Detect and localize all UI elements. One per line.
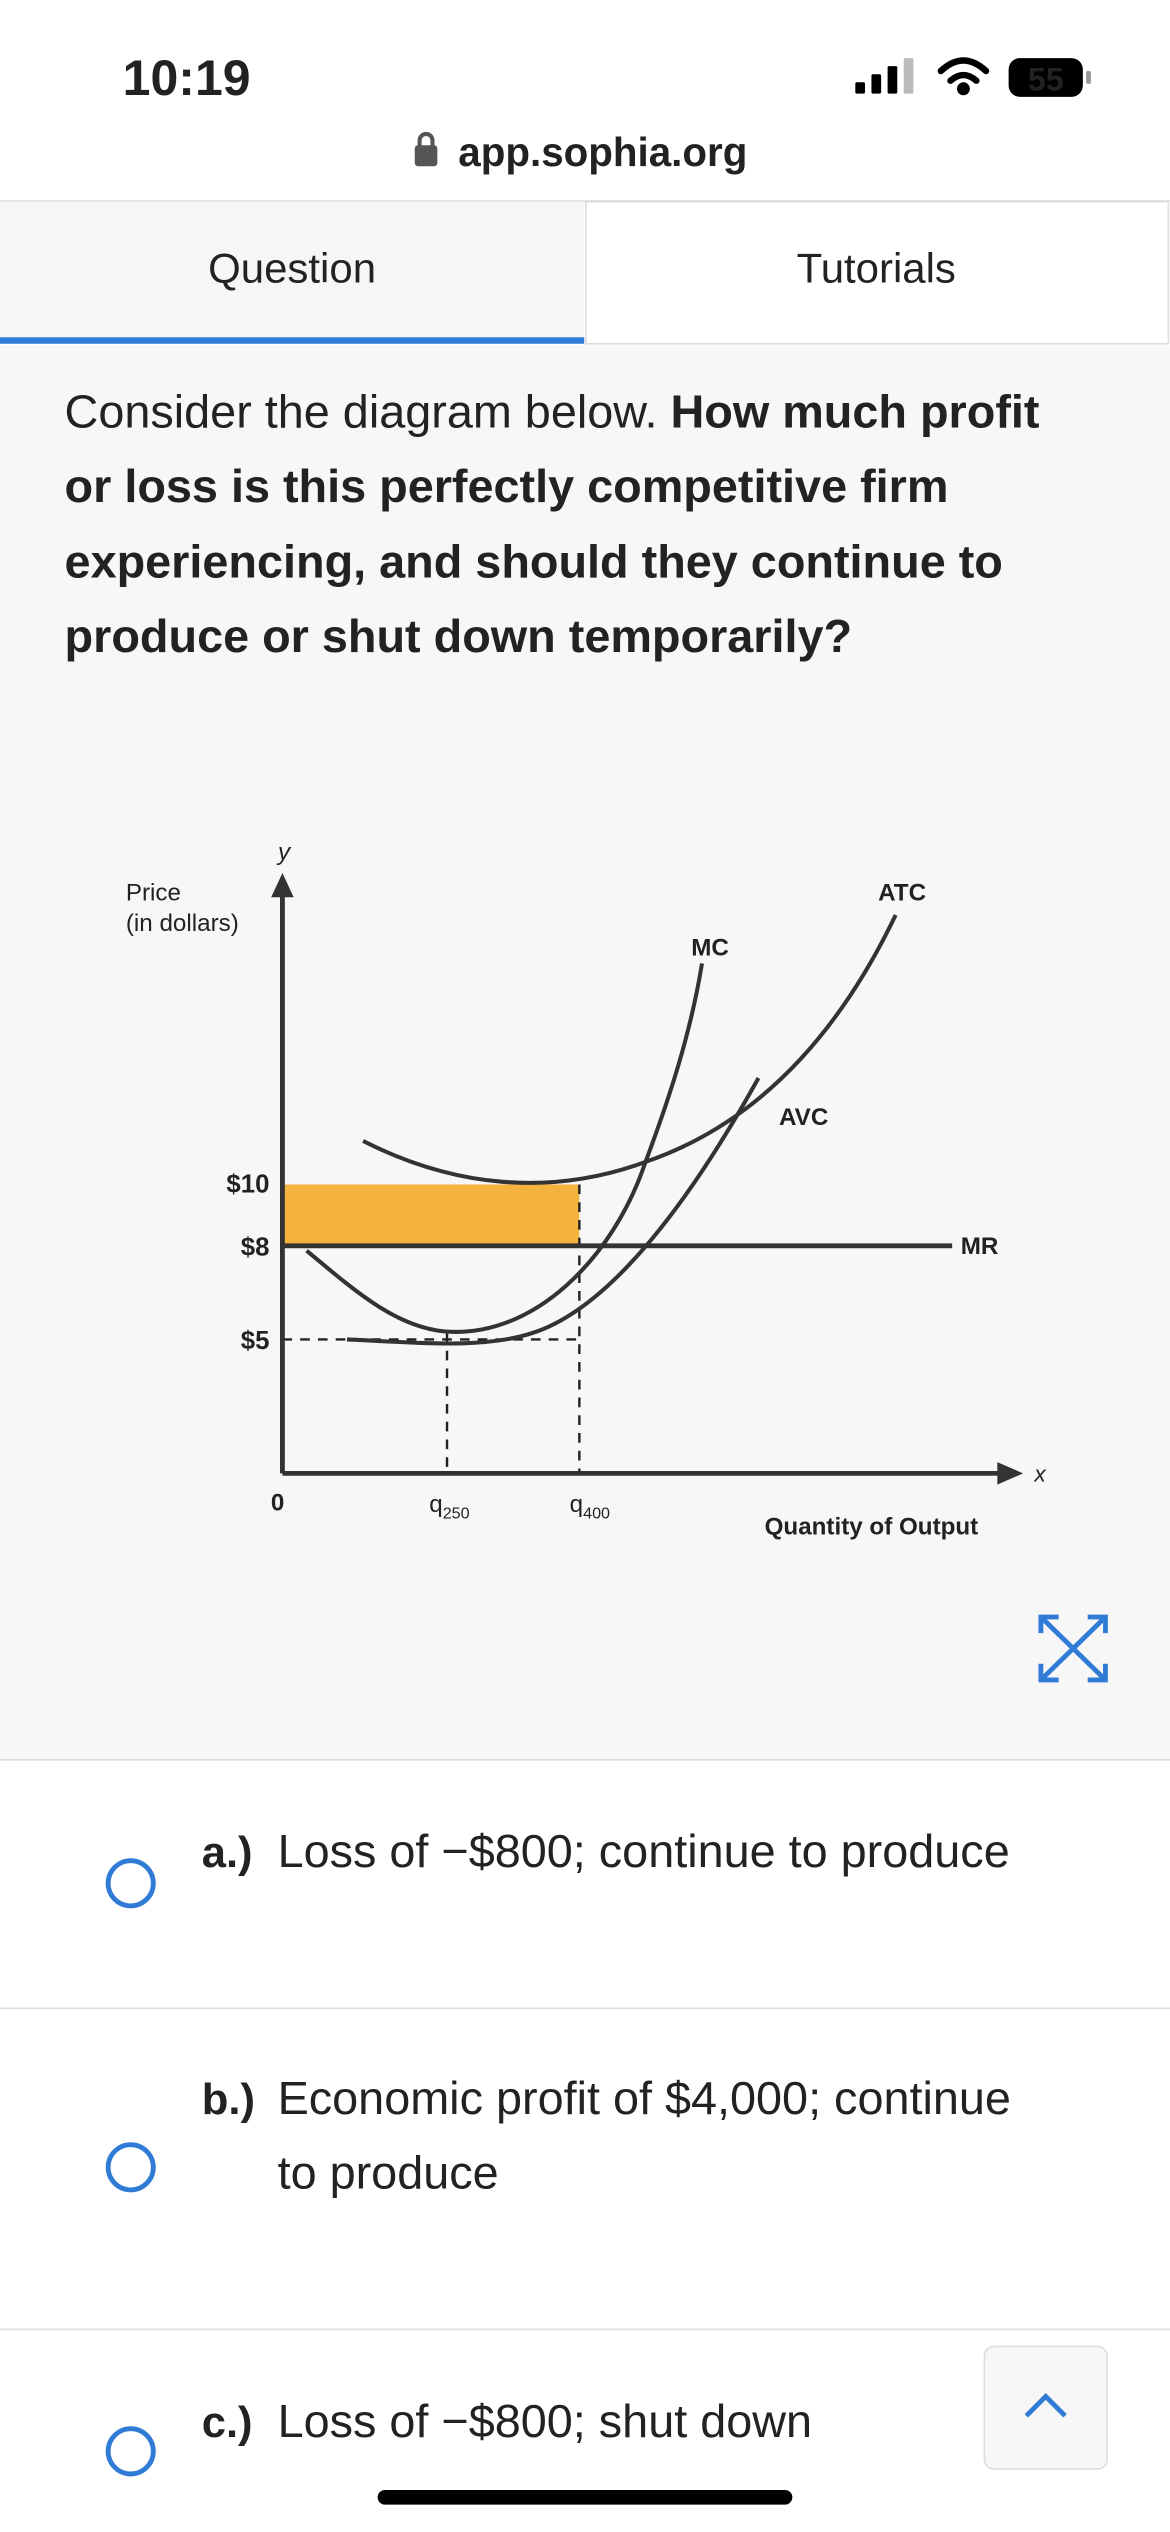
question-line: Consider the diagram below. How much pro… (65, 386, 1040, 438)
curve-label: AVC (779, 1104, 828, 1131)
radio[interactable] (105, 2142, 156, 2193)
option-text[interactable]: Economic profit of $4,000; continue (278, 2072, 1011, 2124)
x-letter: x (1033, 1461, 1046, 1486)
q-sub: 250 (443, 1505, 470, 1523)
tab-label[interactable]: Question (208, 244, 376, 291)
question-intro: Consider the diagram below. (65, 386, 658, 438)
chevron-up (1024, 2393, 1067, 2418)
radio[interactable] (105, 1858, 156, 1909)
time: 10:19 (123, 50, 251, 106)
price-label: $10 (226, 1171, 269, 1199)
y-arrow (271, 873, 294, 898)
wifi-icon (937, 57, 990, 96)
expand-icon[interactable] (1038, 1614, 1108, 1683)
lock-icon (414, 131, 438, 167)
battery-icon (1008, 58, 1083, 97)
option-text[interactable]: Loss of −$800; continue to produce (278, 1825, 1010, 1877)
battery-tip (1086, 71, 1091, 84)
question-panel (0, 345, 1170, 1760)
tab-underline (0, 337, 585, 344)
question-line: or loss is this perfectly competitive fi… (65, 460, 949, 512)
x-label: Quantity of Output (765, 1514, 979, 1541)
curves (305, 914, 898, 1346)
tab-active[interactable] (0, 201, 585, 344)
question-line: produce or shut down temporarily? (65, 610, 853, 662)
home-indicator (377, 2490, 793, 2505)
scroll-top-button[interactable] (983, 2345, 1108, 2470)
option-text[interactable]: to produce (278, 2146, 499, 2198)
signal-icon (855, 58, 914, 94)
y-label: Price (126, 879, 181, 906)
question-bold: How much profit (670, 386, 1039, 438)
curve-label: ATC (878, 879, 926, 906)
option-letter[interactable]: b.) (202, 2076, 255, 2124)
curve-label: MC (691, 934, 729, 961)
x-arrow (997, 1462, 1024, 1485)
option-letter[interactable]: c.) (202, 2399, 253, 2447)
origin: 0 (271, 1489, 284, 1516)
quantity-label: q250 (429, 1491, 469, 1522)
loss-area (282, 1184, 580, 1246)
price-label: $8 (241, 1234, 270, 1262)
url[interactable]: app.sophia.org (458, 129, 747, 175)
radio[interactable] (105, 2426, 156, 2477)
quantity-label: q400 (570, 1491, 610, 1522)
diagram[interactable]: y Price (in dollars) $10 $8 $5 0 q250 q4… (126, 839, 1047, 1541)
y-label: (in dollars) (126, 910, 239, 937)
price-label: $5 (241, 1327, 270, 1355)
curve-label: MR (961, 1233, 999, 1260)
tab-label[interactable]: Tutorials (797, 244, 956, 291)
option-text[interactable]: Loss of −$800; shut down (278, 2395, 812, 2447)
tab[interactable] (585, 200, 1170, 345)
guide-lines (282, 1184, 581, 1474)
q: q (429, 1491, 442, 1518)
y-letter: y (276, 839, 292, 866)
option-letter[interactable]: a.) (202, 1829, 253, 1877)
q-sub: 400 (583, 1505, 610, 1523)
battery-level: 55 (1028, 61, 1064, 97)
q: q (570, 1491, 583, 1518)
question-line: experiencing, and should they continue t… (65, 536, 1003, 588)
